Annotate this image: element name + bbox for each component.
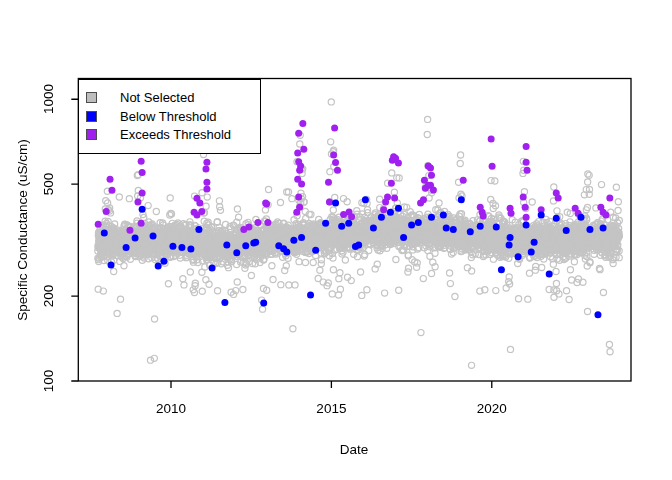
legend-label: Exceeds Threshold	[120, 128, 231, 141]
legend-label: Below Threshold	[120, 110, 217, 123]
legend-item: Exceeds Threshold	[86, 126, 260, 145]
legend-label: Not Selected	[120, 91, 194, 104]
legend-swatch-icon	[86, 92, 97, 103]
legend-item: Below Threshold	[86, 107, 260, 126]
y-axis-label: Specific Conductance (uS/cm)	[15, 139, 30, 321]
legend: Not Selected Below Threshold Exceeds Thres…	[78, 79, 261, 154]
plot-canvas	[0, 0, 672, 480]
legend-swatch-icon	[86, 129, 97, 140]
scatter-plot-figure: 2010201520201002005001000 Specific Condu…	[0, 0, 672, 480]
legend-item: Not Selected	[86, 88, 260, 107]
legend-swatch-icon	[86, 111, 97, 122]
x-axis-label: Date	[340, 442, 369, 457]
